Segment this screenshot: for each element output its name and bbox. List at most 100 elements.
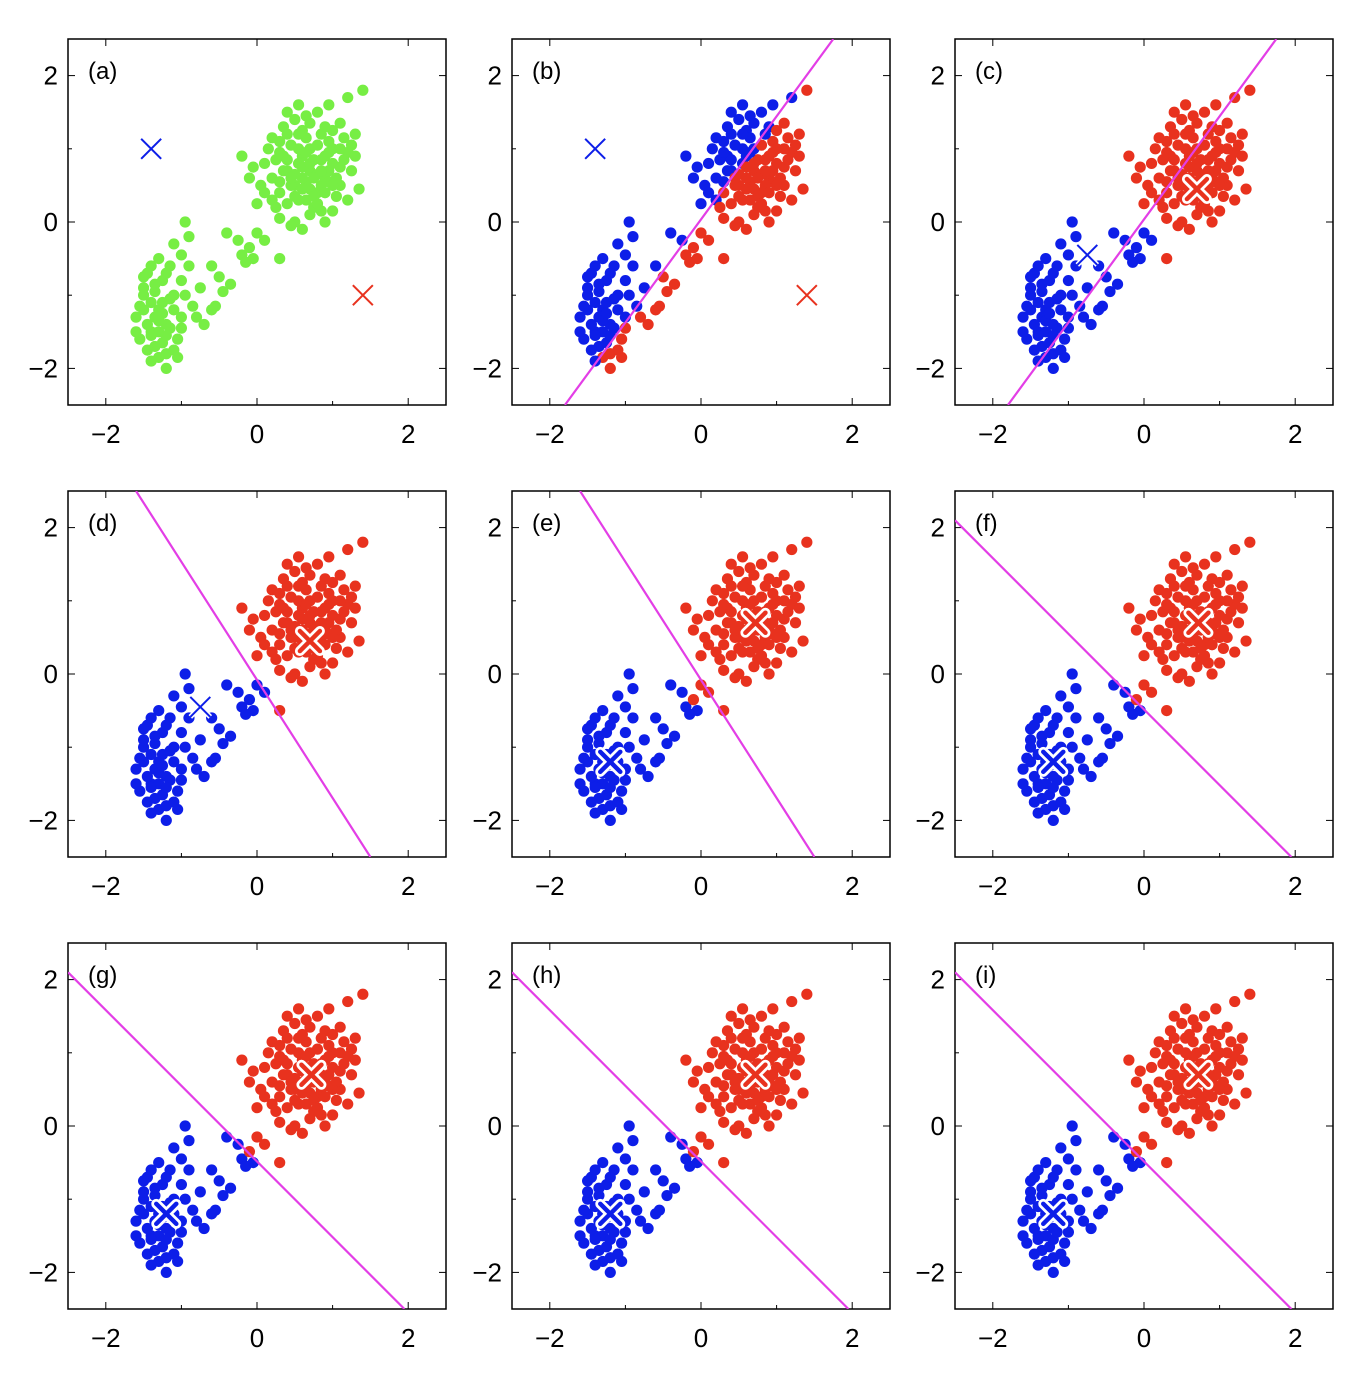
plot-frame [67, 490, 447, 858]
data-point [1093, 1208, 1105, 1220]
blue-centroid-marker [139, 137, 163, 161]
data-point [702, 157, 715, 170]
x-tick-label: 0 [1137, 871, 1151, 901]
data-point [665, 679, 677, 691]
plot-area [955, 971, 1293, 1309]
data-point [349, 602, 361, 614]
data-point [706, 595, 718, 607]
data-point [1138, 198, 1150, 210]
data-point [1161, 1157, 1173, 1169]
data-point [1017, 311, 1029, 323]
data-point [327, 179, 339, 191]
data-point [1157, 201, 1169, 213]
data-point [778, 1021, 790, 1033]
data-point [251, 1131, 263, 1143]
panel-label: (f) [975, 510, 998, 537]
data-point [304, 1113, 316, 1125]
data-point [1028, 1222, 1040, 1235]
data-point [710, 1036, 722, 1048]
data-point [1145, 609, 1158, 622]
x-tick-label: 0 [1137, 419, 1151, 449]
data-point [1104, 737, 1116, 750]
data-point [274, 212, 286, 224]
data-point [289, 1017, 301, 1030]
data-point [710, 584, 722, 596]
data-point [349, 580, 361, 592]
y-tick-label: 0 [44, 207, 58, 237]
data-point [623, 289, 635, 301]
data-point [145, 1233, 157, 1246]
data-point [247, 161, 259, 173]
data-point [168, 1142, 180, 1154]
data-point [281, 606, 293, 618]
data-point [1130, 1146, 1143, 1158]
data-point [1070, 1164, 1082, 1176]
data-point [1179, 551, 1192, 563]
data-point [1043, 307, 1056, 320]
data-point [1032, 329, 1044, 342]
data-point [292, 551, 305, 563]
data-point [190, 1215, 203, 1227]
data-point [330, 1094, 342, 1106]
data-point [1161, 187, 1173, 199]
data-point [642, 770, 654, 783]
data-point [759, 580, 771, 592]
data-point [1040, 253, 1052, 265]
x-tick-label: 2 [1288, 1323, 1302, 1353]
data-point [767, 1050, 779, 1063]
data-point [593, 278, 605, 290]
data-point [1236, 580, 1248, 592]
data-point [327, 1109, 339, 1121]
data-point [145, 329, 157, 342]
data-point [145, 1259, 157, 1271]
data-point [145, 781, 157, 794]
data-point [1214, 1109, 1226, 1121]
data-point [680, 602, 692, 614]
decision-boundary [512, 971, 850, 1309]
data-point [258, 609, 271, 622]
data-point [258, 187, 271, 199]
data-point [1168, 650, 1180, 662]
data-point [767, 1003, 779, 1015]
data-point [1070, 712, 1082, 724]
data-point [1145, 234, 1158, 246]
data-point [311, 591, 324, 603]
data-point [789, 139, 802, 151]
data-point [623, 668, 635, 680]
data-point [1104, 285, 1116, 298]
data-point [774, 190, 786, 202]
data-point [1062, 774, 1074, 786]
data-point [1017, 763, 1029, 775]
blue-centroid-marker [583, 137, 607, 161]
data-point [627, 231, 639, 243]
x-tick-label: 2 [845, 871, 859, 901]
data-point [251, 1102, 263, 1114]
data-point [206, 1164, 218, 1176]
data-point [334, 143, 346, 155]
data-point [330, 642, 342, 654]
data-point [740, 1087, 752, 1099]
data-point [1047, 1266, 1059, 1278]
data-point [311, 558, 324, 570]
data-point [289, 565, 301, 578]
data-point [175, 774, 187, 786]
data-point [198, 318, 210, 331]
data-point [1093, 712, 1105, 724]
x-tick-label: −2 [91, 1323, 121, 1353]
data-point [1123, 602, 1135, 614]
data-point [665, 1131, 677, 1143]
data-point [1161, 146, 1173, 159]
data-point [1138, 650, 1150, 662]
data-point [1168, 106, 1180, 118]
data-point [334, 569, 346, 581]
data-point [247, 1065, 259, 1077]
data-point [130, 1215, 142, 1227]
data-point [1145, 639, 1158, 651]
data-point [1138, 1131, 1150, 1143]
data-point [759, 165, 771, 177]
data-point [1214, 631, 1226, 644]
decision-boundary [579, 491, 816, 857]
data-point [718, 598, 730, 611]
data-point [1172, 1076, 1184, 1088]
